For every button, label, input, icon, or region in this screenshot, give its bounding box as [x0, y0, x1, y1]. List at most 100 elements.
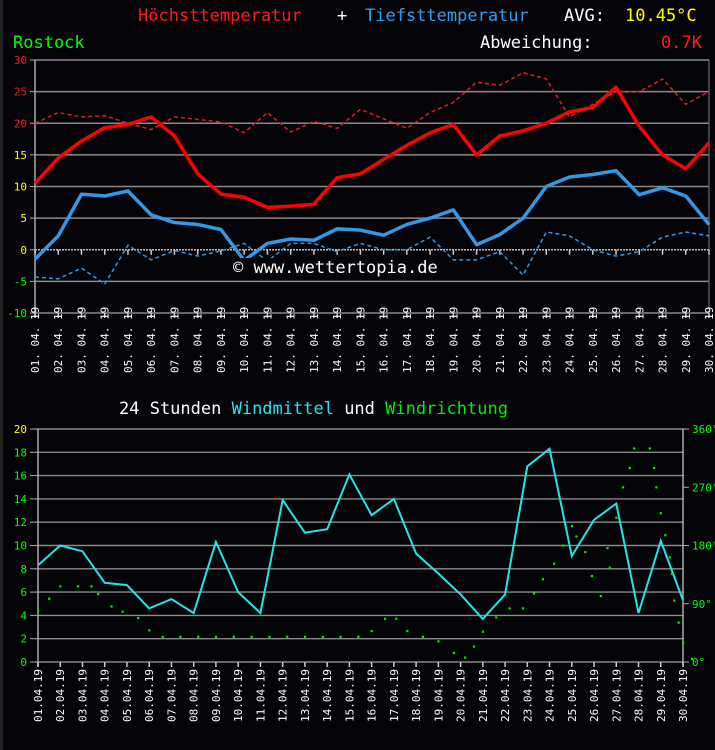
- x-axis-date-label: 03. 04. 19: [75, 307, 88, 373]
- wind-direction-dot: [250, 635, 253, 638]
- x-axis-date-label: 27. 04. 19: [633, 307, 646, 373]
- x-axis-date-label: 01. 04. 19: [29, 307, 42, 373]
- x-axis-date-label: 26.04.19: [588, 669, 601, 722]
- wind-direction-dot: [197, 635, 200, 638]
- wind-direction-dot: [690, 657, 694, 660]
- title-max-temperature: Höchsttemperatur: [138, 6, 302, 26]
- wind-direction-dot: [682, 641, 685, 644]
- wind-direction-dot: [615, 516, 618, 519]
- y-axis-label: -10: [7, 307, 27, 320]
- y-axis-label: 16: [14, 470, 27, 483]
- wind-direction-dot: [339, 635, 342, 638]
- y2-axis-label: 90°: [692, 598, 712, 611]
- wind-direction-dot: [670, 572, 674, 576]
- wind-title-und: und: [333, 399, 386, 419]
- x-axis-date-label: 12.04.19: [277, 669, 290, 722]
- wind-direction-dot: [606, 547, 609, 550]
- wind-direction-dot: [37, 609, 40, 613]
- wind-direction-dot: [464, 656, 467, 659]
- y-axis-label: 10: [14, 181, 27, 194]
- x-axis-date-label: 13.04.19: [299, 669, 312, 722]
- wind-direction-dot: [673, 599, 676, 602]
- wind-direction-dot: [653, 466, 656, 470]
- y-axis-label: 30: [14, 54, 27, 67]
- wind-direction-dot: [77, 585, 80, 588]
- wind-direction-dot: [303, 635, 307, 638]
- x-axis-date-label: 25.04.19: [566, 669, 579, 722]
- wind-direction-dot: [406, 629, 409, 633]
- series-tiefsttemperatur: [33, 168, 711, 263]
- x-axis-date-label: 29. 04. 19: [680, 307, 693, 373]
- x-axis-date-label: 11.04.19: [254, 669, 267, 722]
- x-axis-date-label: 23.04.19: [521, 669, 534, 722]
- y-axis-label: 15: [14, 149, 27, 162]
- x-axis-date-label: 28.04.19: [633, 669, 646, 722]
- y-axis-label: 0: [20, 244, 27, 257]
- x-axis-date-label: 14.04.19: [321, 669, 334, 722]
- y-axis-label: -5: [14, 275, 27, 288]
- wind-direction-dot: [452, 651, 456, 655]
- wind-direction-dot: [214, 635, 218, 638]
- wind-direction-dot: [599, 594, 602, 598]
- x-axis-date-label: 16.04.19: [366, 669, 379, 722]
- wind-direction-dot: [137, 616, 140, 620]
- wind-direction-dot: [570, 525, 573, 528]
- x-axis-date-label: 10. 04. 19: [238, 307, 251, 373]
- wind-direction-dot: [59, 585, 62, 588]
- series-höchsttemperatur-normal: [34, 71, 710, 134]
- wind-direction-dot: [97, 593, 100, 596]
- wind-direction-dot: [421, 635, 424, 638]
- x-axis-date-label: 17. 04. 19: [401, 307, 414, 373]
- x-axis-date-label: 18.04.19: [410, 669, 423, 722]
- wind-direction-dot: [90, 585, 93, 588]
- y-axis-label: 2: [20, 633, 27, 646]
- avg-label: AVG:: [564, 6, 605, 26]
- x-axis-date-label: 28. 04. 19: [657, 307, 670, 373]
- series-höchsttemperatur: [33, 85, 711, 210]
- x-axis-date-label: 12. 04. 19: [285, 307, 298, 373]
- x-axis-date-label: 24. 04. 19: [564, 307, 577, 373]
- x-axis-date-label: 29.04.19: [655, 669, 668, 722]
- series-tiefsttemperatur-normal: [34, 231, 710, 285]
- wind-direction-dot: [628, 466, 631, 470]
- watermark: © www.wettertopia.de: [231, 258, 440, 278]
- x-axis-date-label: 23. 04. 19: [540, 307, 553, 373]
- x-axis-date-label: 14. 04. 19: [331, 307, 344, 373]
- x-axis-date-label: 07. 04. 19: [168, 307, 181, 373]
- wind-direction-dot: [664, 534, 667, 537]
- x-axis-date-label: 22.04.19: [499, 669, 512, 722]
- y-axis-label: 25: [14, 86, 27, 99]
- wind-direction-dot: [553, 562, 556, 565]
- deviation-value: 0.7K: [661, 33, 702, 53]
- x-axis-date-label: 13. 04. 19: [308, 307, 321, 373]
- wind-chart-title: 24 Stunden Windmittel und Windrichtung: [119, 399, 508, 419]
- y2-axis-label: 270°: [692, 481, 715, 494]
- wind-direction-dot: [110, 605, 113, 608]
- wind-direction-dot: [668, 556, 671, 559]
- title-min-temperature: Tiefsttemperatur: [365, 6, 529, 26]
- x-axis-date-label: 17.04.19: [388, 669, 401, 722]
- wind-direction-dot: [608, 566, 611, 569]
- y-axis-label: 20: [14, 117, 27, 130]
- y-axis-label: 20: [14, 423, 27, 436]
- wind-direction-dot: [532, 592, 536, 595]
- wind-direction-dot: [481, 630, 485, 633]
- x-axis-date-label: 16. 04. 19: [378, 307, 391, 373]
- x-axis-date-label: 21.04.19: [477, 669, 490, 722]
- wind-direction-dot: [179, 635, 182, 638]
- wind-direction-dot: [659, 512, 662, 515]
- wind-direction-dot: [648, 447, 651, 450]
- wind-direction-dot: [383, 617, 387, 620]
- x-axis-date-label: 20. 04. 19: [471, 307, 484, 373]
- wind-direction-dot: [521, 607, 525, 610]
- wind-direction-dot: [508, 607, 511, 610]
- y-axis-label: 10: [14, 540, 27, 553]
- y-axis-label: 6: [20, 586, 27, 599]
- y-axis-label: 8: [20, 563, 27, 576]
- x-axis-date-label: 25. 04. 19: [587, 307, 600, 373]
- avg-value: 10.45°C: [625, 6, 697, 26]
- x-axis-date-label: 15. 04. 19: [354, 307, 367, 373]
- x-axis-date-label: 22. 04. 19: [517, 307, 530, 373]
- title-plus: +: [337, 6, 348, 26]
